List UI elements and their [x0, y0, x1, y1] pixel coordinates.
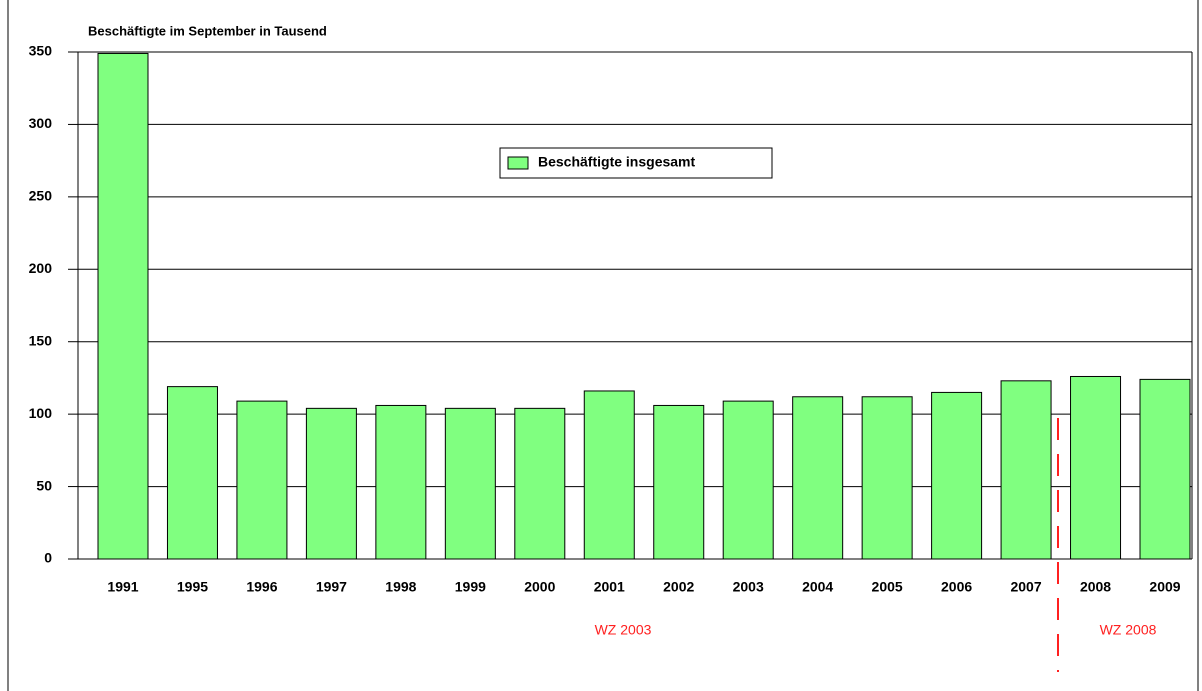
x-tick-label: 2009 — [1149, 579, 1180, 595]
bar — [305, 407, 357, 560]
bar — [722, 400, 774, 560]
x-tick-label: 2008 — [1080, 579, 1111, 595]
bar — [514, 407, 566, 560]
x-tick-label: 1996 — [246, 579, 277, 595]
bar — [1000, 380, 1052, 560]
chart-title: Beschäftigte im September in Tausend — [88, 23, 327, 38]
x-tick-label: 2007 — [1010, 579, 1041, 595]
bar — [861, 396, 913, 560]
y-tick-label: 0 — [44, 550, 52, 566]
x-tick-label: 2001 — [594, 579, 625, 595]
bar — [583, 390, 635, 560]
bar — [97, 52, 149, 560]
bar — [653, 404, 705, 560]
x-tick-label: 2003 — [733, 579, 764, 595]
bar — [236, 400, 288, 560]
y-tick-label: 150 — [29, 332, 53, 348]
legend-swatch — [507, 156, 529, 170]
x-tick-label: 2004 — [802, 579, 833, 595]
x-tick-label: 1991 — [107, 579, 138, 595]
y-tick-label: 300 — [29, 115, 53, 131]
bar — [1070, 375, 1122, 560]
x-tick-label: 2002 — [663, 579, 694, 595]
bar — [444, 407, 496, 560]
y-tick-label: 100 — [29, 405, 53, 421]
y-tick-label: 350 — [29, 43, 53, 59]
bar — [931, 391, 983, 560]
annotation: WZ 2008 — [1100, 622, 1157, 638]
bar — [166, 386, 218, 560]
annotation: WZ 2003 — [595, 622, 652, 638]
legend-label: Beschäftigte insgesamt — [538, 154, 695, 170]
bar — [792, 396, 844, 560]
bar — [1139, 378, 1191, 560]
frame — [7, 0, 1199, 691]
bar — [375, 404, 427, 560]
y-tick-label: 250 — [29, 188, 53, 204]
legend-box — [499, 147, 773, 179]
x-tick-label: 1995 — [177, 579, 208, 595]
x-tick-label: 2000 — [524, 579, 555, 595]
x-tick-label: 1999 — [455, 579, 486, 595]
x-tick-label: 2005 — [872, 579, 903, 595]
legend: Beschäftigte insgesamt — [499, 147, 773, 179]
y-tick-label: 200 — [29, 260, 53, 276]
x-tick-label: 1997 — [316, 579, 347, 595]
x-tick-label: 2006 — [941, 579, 972, 595]
x-tick-label: 1998 — [385, 579, 416, 595]
y-tick-label: 50 — [36, 477, 52, 493]
